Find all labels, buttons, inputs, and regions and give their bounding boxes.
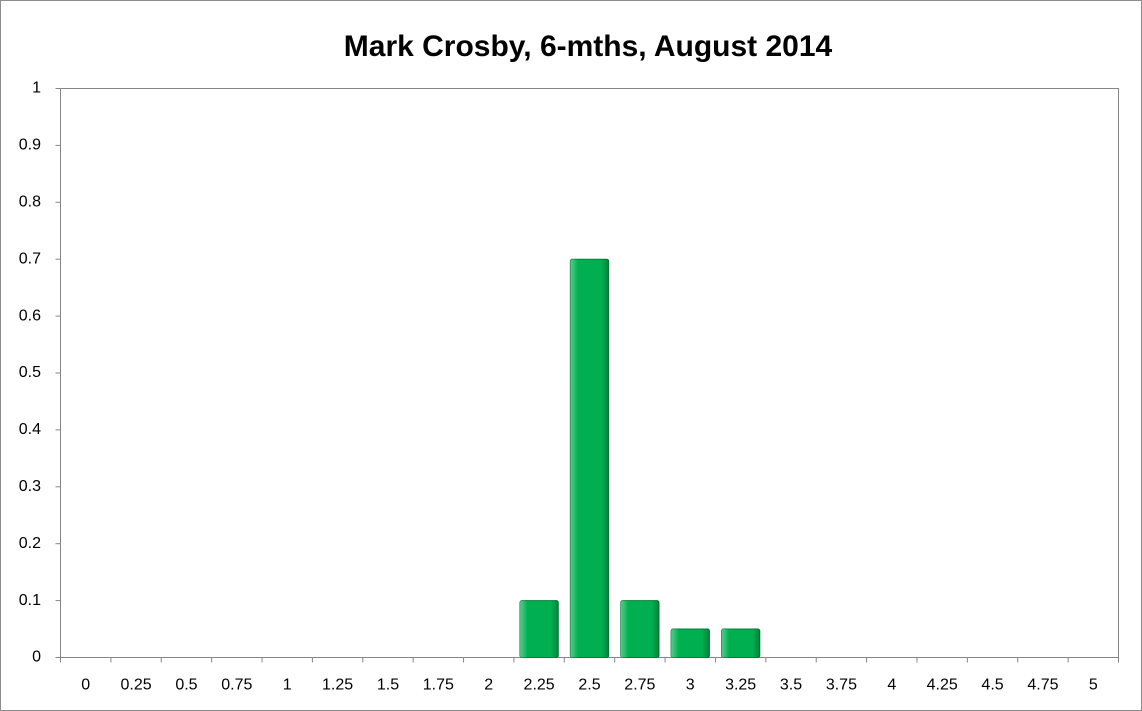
x-tick-label: 3.25 — [725, 677, 756, 694]
x-tick-label: 3.5 — [780, 677, 802, 694]
x-tick-label: 5 — [1089, 677, 1098, 694]
x-tick-label: 1.5 — [377, 677, 399, 694]
bar-shade — [620, 600, 660, 658]
x-tick-label: 2.25 — [524, 677, 555, 694]
x-tick-label: 4 — [887, 677, 896, 694]
x-tick-label: 0.75 — [221, 677, 252, 694]
y-tick-label: 0.9 — [19, 137, 41, 154]
y-tick-label: 0.7 — [19, 250, 41, 267]
x-tick-label: 3 — [686, 677, 695, 694]
x-tick-label: 0.25 — [121, 677, 152, 694]
bar-shade — [519, 600, 559, 658]
y-tick-label: 0.6 — [19, 307, 41, 324]
x-tick-label: 2.5 — [578, 677, 600, 694]
x-tick-label: 0.5 — [175, 677, 197, 694]
x-tick-label: 1.25 — [322, 677, 353, 694]
y-tick-label: 0.5 — [19, 364, 41, 381]
x-tick-label: 2 — [484, 677, 493, 694]
x-tick-label: 3.75 — [826, 677, 857, 694]
y-tick-label: 0.8 — [19, 194, 41, 211]
y-tick-label: 0.4 — [19, 421, 41, 438]
y-tick-label: 0.2 — [19, 535, 41, 552]
x-tick-label: 4.25 — [927, 677, 958, 694]
bar-shade — [570, 259, 609, 658]
x-tick-label: 4.75 — [1027, 677, 1058, 694]
y-tick-label: 1 — [32, 80, 41, 97]
x-tick-label: 2.75 — [624, 677, 655, 694]
x-tick-label: 0 — [81, 677, 90, 694]
chart-title: Mark Crosby, 6-mths, August 2014 — [344, 30, 833, 63]
x-tick-label: 4.5 — [981, 677, 1003, 694]
y-tick-label: 0 — [32, 649, 41, 666]
x-tick-label: 1.75 — [423, 677, 454, 694]
bar-shade — [671, 629, 710, 658]
x-tick-label: 1 — [283, 677, 292, 694]
y-tick-label: 0.1 — [19, 592, 41, 609]
y-tick-label: 0.3 — [19, 478, 41, 495]
bar-shade — [721, 629, 760, 658]
